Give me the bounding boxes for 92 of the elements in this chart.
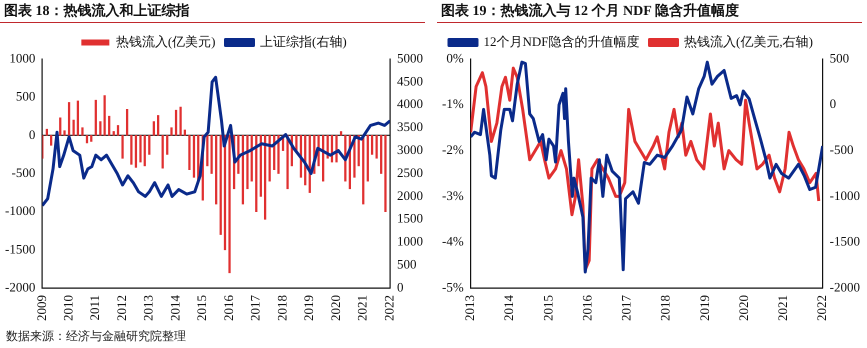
- x-tick-label: 2009: [34, 295, 49, 321]
- y2-tick-label: -1500: [830, 234, 860, 249]
- bar: [340, 131, 342, 136]
- bar: [260, 135, 262, 197]
- bar: [380, 135, 382, 174]
- bar: [99, 121, 102, 136]
- bar: [90, 135, 92, 142]
- y2-tick-label: 3000: [397, 142, 423, 158]
- x-tick-label: 2013: [462, 295, 478, 321]
- x-tick-label: 2021: [354, 295, 370, 321]
- y2-tick-label: 3500: [397, 119, 423, 134]
- y2-tick-label: -1000: [830, 188, 860, 203]
- x-tick-label: 2010: [60, 295, 76, 321]
- x-tick-label: 2015: [194, 295, 210, 321]
- bar: [157, 115, 160, 136]
- y-tick-label: -500: [11, 164, 36, 180]
- legend-label: 热钱流入(亿美元): [116, 34, 216, 49]
- bar: [104, 95, 106, 136]
- x-tick-label: 2018: [658, 295, 673, 321]
- y-tick-label: -2%: [442, 142, 464, 158]
- x-tick-label: 2019: [301, 295, 316, 321]
- x-tick-label: 2017: [618, 294, 634, 321]
- bar: [50, 135, 52, 146]
- bar: [108, 116, 110, 136]
- x-tick-label: 2014: [167, 294, 182, 321]
- y2-tick-label: -2000: [830, 279, 860, 294]
- y2-tick-label: 5000: [397, 50, 423, 66]
- y2-tick-label: -500: [830, 142, 854, 158]
- y-tick-label: -1000: [4, 203, 36, 218]
- x-tick-label: 2020: [736, 295, 751, 321]
- y-tick-label: -4%: [442, 234, 464, 249]
- y2-tick-label: 500: [397, 256, 416, 272]
- bar: [215, 135, 218, 204]
- y-tick-label: -5%: [442, 279, 464, 294]
- y2-tick-label: 500: [830, 50, 850, 66]
- x-tick-label: 2017: [248, 294, 263, 321]
- bar: [94, 100, 97, 136]
- y-tick-label: 500: [16, 88, 36, 104]
- x-tick-label: 2021: [774, 295, 790, 321]
- chart-title: 图表 18：热钱流入和上证综指: [4, 2, 190, 20]
- legend-label: 12个月NDF隐含的升值幅度: [484, 34, 640, 49]
- x-tick-label: 2016: [220, 294, 236, 321]
- y2-tick-label: 0: [397, 279, 404, 294]
- bar: [166, 135, 168, 155]
- legend-label: 热钱流入(亿美元,右轴): [684, 34, 813, 49]
- x-tick-label: 2022: [814, 295, 830, 321]
- bar: [59, 117, 62, 136]
- x-tick-label: 2022: [381, 295, 396, 321]
- y2-tick-label: 4000: [397, 96, 423, 112]
- x-tick-label: 2014: [501, 294, 516, 321]
- y2-tick-label: 2500: [397, 164, 423, 180]
- x-tick-label: 2015: [540, 295, 556, 321]
- bar: [148, 135, 150, 155]
- y-tick-label: 0%: [446, 50, 464, 66]
- y-tick-label: -1%: [442, 96, 464, 112]
- bar: [250, 135, 253, 182]
- chart-title: 图表 19：热钱流入与 12 个月 NDF 隐含升值幅度: [441, 2, 739, 20]
- x-tick-label: 2018: [274, 295, 290, 321]
- bar: [152, 121, 155, 136]
- x-tick-label: 2011: [87, 295, 102, 321]
- bar: [322, 135, 324, 182]
- y2-tick-label: 1500: [397, 210, 423, 226]
- bar: [184, 130, 186, 136]
- bar: [362, 135, 364, 204]
- bar: [206, 135, 208, 166]
- y2-tick-label: 4500: [397, 73, 423, 88]
- bar: [220, 135, 222, 235]
- x-tick-label: 2020: [328, 295, 343, 321]
- legend-label: 上证综指(右轴): [260, 34, 347, 49]
- bar: [366, 135, 369, 182]
- x-tick-label: 2012: [114, 295, 129, 321]
- y-tick-label: -2000: [4, 279, 36, 294]
- bar: [46, 128, 48, 136]
- y-tick-label: -1500: [4, 241, 36, 256]
- y-tick-label: 1000: [9, 50, 36, 66]
- x-tick-label: 2019: [696, 295, 712, 321]
- bar: [144, 135, 146, 166]
- x-tick-label: 2013: [140, 295, 156, 321]
- bar: [268, 135, 271, 182]
- bar: [112, 131, 115, 136]
- y-tick-label: -3%: [442, 188, 464, 203]
- source-note: 数据来源：经济与金融研究院整理: [6, 328, 186, 345]
- bar: [358, 135, 360, 166]
- x-tick-label: 2016: [579, 294, 594, 321]
- y-tick-label: 0: [28, 126, 36, 142]
- y2-tick-label: 0: [830, 96, 836, 112]
- bar: [376, 135, 378, 159]
- y2-tick-label: 2000: [397, 188, 423, 203]
- bar: [86, 135, 88, 144]
- bar: [162, 135, 164, 168]
- bar: [255, 135, 258, 212]
- y2-tick-label: 1000: [397, 234, 423, 249]
